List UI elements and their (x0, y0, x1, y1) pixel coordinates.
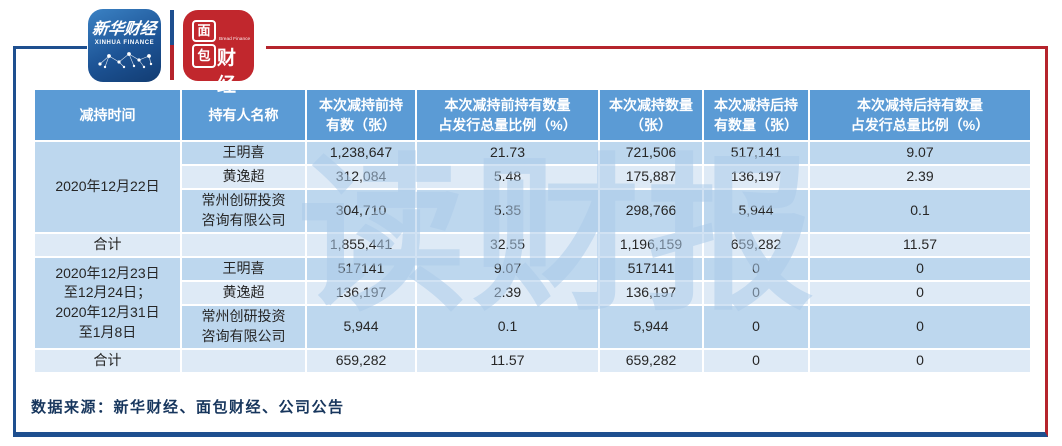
value-cell: 136,197 (307, 282, 415, 304)
value-cell: 312,084 (307, 166, 415, 188)
value-cell: 9.07 (810, 142, 1030, 164)
value-cell: 1,855,441 (307, 234, 415, 256)
holder-cell: 常州创研投资 咨询有限公司 (182, 190, 305, 232)
table-row: 常州创研投资 咨询有限公司 304,710 5.35 298,766 5,944… (35, 190, 1030, 232)
holder-cell: 黄逸超 (182, 166, 305, 188)
table-row: 2020年12月22日 王明喜 1,238,647 21.73 721,506 … (35, 142, 1030, 232)
value-cell: 0 (810, 282, 1030, 304)
bread-logo-subtitle: Bread Finance (219, 36, 251, 42)
value-cell: 5.48 (417, 166, 598, 188)
total-row: 合计 659,282 11.57 659,282 0 0 (35, 350, 1030, 372)
date-cell-group2: 2020年12月23日 至12月24日； 2020年12月31日 至1月8日 (35, 258, 180, 348)
holder-cell: 黄逸超 (182, 282, 305, 304)
total-row: 合计 1,855,441 32.55 1,196,159 659,282 11.… (35, 234, 1030, 256)
value-cell: 136,197 (600, 282, 702, 304)
value-cell: 1,238,647 (307, 142, 415, 164)
value-cell: 11.57 (810, 234, 1030, 256)
table-header-row: 减持时间 持有人名称 本次减持前持 有数（张） 本次减持前持有数量 占发行总量比… (35, 90, 1030, 140)
xinhua-logo-subtitle: XINHUA FINANCE (94, 40, 155, 46)
value-cell: 0 (704, 282, 808, 304)
col-header-post-holding: 本次减持后持 有数量（张） (704, 90, 808, 140)
table-row: 常州创研投资 咨询有限公司 5,944 0.1 5,944 0 0 (35, 306, 1030, 348)
table-row: 黄逸超 136,197 2.39 136,197 0 0 (35, 282, 1030, 304)
top-rule-blue (13, 46, 87, 49)
bread-logo-char-top: 面 (192, 20, 216, 42)
value-cell: 2.39 (810, 166, 1030, 188)
empty-cell (182, 234, 305, 256)
value-cell: 0 (810, 306, 1030, 348)
value-cell: 11.57 (417, 350, 598, 372)
col-header-reduction-qty: 本次减持数量 （张） (600, 90, 702, 140)
value-cell: 0.1 (810, 190, 1030, 232)
table-row: 2020年12月23日 至12月24日； 2020年12月31日 至1月8日 王… (35, 258, 1030, 348)
value-cell: 1,196,159 (600, 234, 702, 256)
value-cell: 5,944 (704, 190, 808, 232)
value-cell: 721,506 (600, 142, 702, 164)
bread-logo-char-bottom: 包 (192, 44, 216, 68)
total-label-cell: 合计 (35, 234, 180, 256)
value-cell: 0 (704, 350, 808, 372)
value-cell: 517,141 (704, 142, 808, 164)
logo-divider (170, 10, 174, 80)
source-note: 数据来源：新华财经、面包财经、公司公告 (31, 400, 345, 416)
value-cell: 0 (810, 350, 1030, 372)
total-label-cell: 合计 (35, 350, 180, 372)
value-cell: 9.07 (417, 258, 598, 280)
top-rule-red (266, 46, 1048, 49)
value-cell: 304,710 (307, 190, 415, 232)
col-header-reduction-time: 减持时间 (35, 90, 180, 140)
value-cell: 5,944 (600, 306, 702, 348)
value-cell: 517141 (600, 258, 702, 280)
col-header-post-holding-pct: 本次减持后持有数量 占发行总量比例（%） (810, 90, 1030, 140)
value-cell: 0.1 (417, 306, 598, 348)
value-cell: 659,282 (704, 234, 808, 256)
reduction-table: 减持时间 持有人名称 本次减持前持 有数（张） 本次减持前持有数量 占发行总量比… (33, 88, 1032, 374)
xinhua-finance-logo: 新华财经 XINHUA FINANCE (88, 9, 161, 82)
xinhua-logo-title: 新华财经 (91, 21, 158, 38)
holder-cell: 常州创研投资 咨询有限公司 (182, 306, 305, 348)
col-header-pre-holding-pct: 本次减持前持有数量 占发行总量比例（%） (417, 90, 598, 140)
value-cell: 0 (704, 306, 808, 348)
value-cell: 136,197 (704, 166, 808, 188)
bread-finance-logo: 面 包 Bread Finance 财经 (183, 10, 254, 96)
constellation-icon (97, 52, 152, 69)
col-header-pre-holding: 本次减持前持 有数（张） (307, 90, 415, 140)
holder-cell: 王明喜 (182, 142, 305, 164)
value-cell: 0 (810, 258, 1030, 280)
value-cell: 659,282 (307, 350, 415, 372)
value-cell: 32.55 (417, 234, 598, 256)
value-cell: 21.73 (417, 142, 598, 164)
value-cell: 2.39 (417, 282, 598, 304)
value-cell: 5,944 (307, 306, 415, 348)
table-row: 黄逸超 312,084 5.48 175,887 136,197 2.39 (35, 166, 1030, 188)
value-cell: 298,766 (600, 190, 702, 232)
col-header-holder-name: 持有人名称 (182, 90, 305, 140)
empty-cell (182, 350, 305, 372)
value-cell: 659,282 (600, 350, 702, 372)
value-cell: 5.35 (417, 190, 598, 232)
holder-cell: 王明喜 (182, 258, 305, 280)
bread-logo-main: 财经 (217, 48, 237, 96)
date-cell-group1: 2020年12月22日 (35, 142, 180, 232)
value-cell: 0 (704, 258, 808, 280)
value-cell: 517141 (307, 258, 415, 280)
value-cell: 175,887 (600, 166, 702, 188)
